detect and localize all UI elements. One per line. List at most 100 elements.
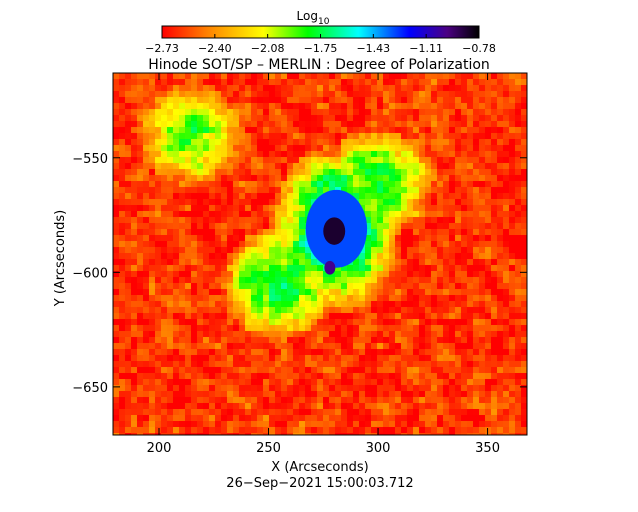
heatmap-cell bbox=[239, 355, 245, 361]
heatmap-cell bbox=[497, 313, 503, 319]
heatmap-cell bbox=[305, 349, 311, 355]
heatmap-cell bbox=[401, 229, 407, 235]
heatmap-cell bbox=[293, 331, 299, 337]
heatmap-cell bbox=[335, 355, 341, 361]
heatmap-cell bbox=[149, 115, 155, 121]
heatmap-cell bbox=[131, 133, 137, 139]
heatmap-cell bbox=[125, 253, 131, 259]
heatmap-cell bbox=[263, 403, 269, 409]
heatmap-cell bbox=[473, 331, 479, 337]
heatmap-cell bbox=[389, 355, 395, 361]
heatmap-cell bbox=[233, 79, 239, 85]
heatmap-cell bbox=[359, 343, 365, 349]
heatmap-cell bbox=[281, 211, 287, 217]
heatmap-cell bbox=[215, 103, 221, 109]
heatmap-cell bbox=[173, 313, 179, 319]
heatmap-cell bbox=[293, 139, 299, 145]
heatmap-cell bbox=[317, 415, 323, 421]
heatmap-cell bbox=[305, 121, 311, 127]
heatmap-cell bbox=[167, 325, 173, 331]
heatmap-cell bbox=[515, 385, 521, 391]
heatmap-cell bbox=[443, 139, 449, 145]
heatmap-cell bbox=[371, 295, 377, 301]
heatmap-cell bbox=[149, 127, 155, 133]
heatmap-cell bbox=[485, 277, 491, 283]
heatmap-cell bbox=[293, 145, 299, 151]
heatmap-cell bbox=[473, 85, 479, 91]
heatmap-cell bbox=[125, 187, 131, 193]
heatmap-cell bbox=[425, 307, 431, 313]
heatmap-cell bbox=[425, 343, 431, 349]
heatmap-cell bbox=[497, 97, 503, 103]
heatmap-cell bbox=[347, 331, 353, 337]
heatmap-cell bbox=[377, 235, 383, 241]
heatmap-cell bbox=[125, 241, 131, 247]
heatmap-cell bbox=[413, 151, 419, 157]
heatmap-cell bbox=[479, 385, 485, 391]
heatmap-cell bbox=[341, 109, 347, 115]
heatmap-cell bbox=[119, 109, 125, 115]
heatmap-cell bbox=[413, 319, 419, 325]
heatmap-cell bbox=[461, 277, 467, 283]
heatmap-cell bbox=[329, 91, 335, 97]
heatmap-cell bbox=[299, 103, 305, 109]
heatmap-cell bbox=[365, 73, 371, 79]
heatmap-cell bbox=[251, 427, 257, 433]
heatmap-cell bbox=[425, 283, 431, 289]
heatmap-cell bbox=[275, 355, 281, 361]
heatmap-cell bbox=[425, 151, 431, 157]
heatmap-cell bbox=[287, 397, 293, 403]
heatmap-cell bbox=[461, 235, 467, 241]
heatmap-cell bbox=[401, 259, 407, 265]
heatmap-cell bbox=[425, 115, 431, 121]
heatmap-cell bbox=[239, 241, 245, 247]
heatmap-cell bbox=[137, 307, 143, 313]
heatmap-cell bbox=[215, 409, 221, 415]
heatmap-cell bbox=[521, 169, 527, 175]
heatmap-cell bbox=[275, 331, 281, 337]
heatmap-cell bbox=[173, 319, 179, 325]
heatmap-cell bbox=[443, 121, 449, 127]
heatmap-cell bbox=[389, 79, 395, 85]
heatmap-cell bbox=[167, 103, 173, 109]
heatmap-cell bbox=[233, 331, 239, 337]
heatmap-cell bbox=[377, 223, 383, 229]
heatmap-cell bbox=[323, 187, 329, 193]
heatmap-cell bbox=[275, 103, 281, 109]
heatmap-cell bbox=[179, 163, 185, 169]
heatmap-cell bbox=[215, 259, 221, 265]
heatmap-cell bbox=[125, 247, 131, 253]
heatmap-cell bbox=[341, 409, 347, 415]
heatmap-cell bbox=[269, 199, 275, 205]
heatmap-cell bbox=[125, 235, 131, 241]
heatmap-cell bbox=[503, 415, 509, 421]
heatmap-cell bbox=[383, 283, 389, 289]
heatmap-cell bbox=[209, 109, 215, 115]
heatmap-cell bbox=[197, 223, 203, 229]
heatmap-cell bbox=[155, 391, 161, 397]
heatmap-cell bbox=[203, 217, 209, 223]
heatmap-cell bbox=[233, 283, 239, 289]
heatmap-cell bbox=[419, 295, 425, 301]
heatmap-cell bbox=[317, 349, 323, 355]
heatmap-cell bbox=[419, 301, 425, 307]
heatmap-cell bbox=[515, 361, 521, 367]
heatmap-cell bbox=[371, 73, 377, 79]
heatmap-cell bbox=[323, 343, 329, 349]
heatmap-cell bbox=[137, 289, 143, 295]
heatmap-cell bbox=[155, 397, 161, 403]
heatmap-cell bbox=[149, 433, 155, 435]
heatmap-cell bbox=[125, 193, 131, 199]
heatmap-cell bbox=[503, 163, 509, 169]
heatmap-cell bbox=[503, 271, 509, 277]
heatmap-cell bbox=[227, 127, 233, 133]
heatmap-cell bbox=[413, 415, 419, 421]
heatmap-cell bbox=[113, 343, 119, 349]
heatmap-cell bbox=[227, 379, 233, 385]
heatmap-cell bbox=[227, 247, 233, 253]
heatmap-cell bbox=[491, 181, 497, 187]
heatmap-cell bbox=[221, 199, 227, 205]
heatmap-cell bbox=[161, 91, 167, 97]
heatmap-cell bbox=[179, 385, 185, 391]
heatmap-cell bbox=[377, 433, 383, 435]
